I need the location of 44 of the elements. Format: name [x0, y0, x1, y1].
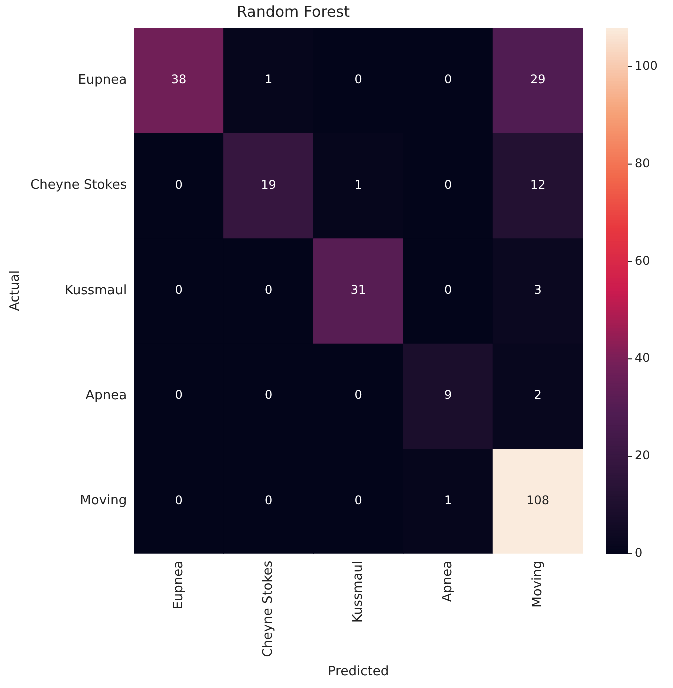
data-label: 1 [444, 493, 452, 508]
data-label: 3 [534, 283, 542, 298]
color-bar-label: 40 [635, 351, 650, 366]
data-label: 0 [175, 178, 183, 192]
data-label: 1 [264, 72, 273, 87]
x-tick-label: Apnea [440, 560, 456, 602]
color-bar-label: 80 [635, 156, 650, 170]
y-tick-label: Eupnea [78, 72, 128, 88]
data-label: 29 [530, 72, 546, 87]
data-label: 0 [444, 178, 452, 192]
data-label: 0 [175, 388, 183, 402]
y-tick-label: Kussmaul [64, 283, 128, 298]
y-tick-label: Cheyne Stokes [30, 178, 128, 194]
y-axis-title: Actual [8, 270, 24, 312]
data-label: 19 [261, 178, 276, 192]
color-bar-label: 60 [635, 254, 650, 268]
x-tick-label: Kussmaul [350, 560, 366, 624]
y-tick-label: Moving [80, 494, 128, 509]
x-tick-label: Moving [530, 560, 546, 608]
y-tick-label: Apnea [86, 388, 128, 404]
data-label: 31 [350, 283, 366, 298]
data-label: 38 [171, 72, 187, 87]
data-label: 0 [264, 388, 273, 402]
data-label: 0 [354, 72, 362, 87]
color-bar-label: 100 [635, 59, 658, 74]
data-label: 0 [354, 493, 362, 508]
color-bar-label: 0 [635, 546, 643, 560]
data-label: 0 [175, 283, 183, 298]
data-label: 108 [526, 493, 550, 508]
data-label: 0 [175, 493, 183, 508]
x-axis-title: Predicted [328, 664, 390, 680]
data-label: 2 [534, 388, 542, 402]
data-label: 0 [444, 283, 452, 298]
data-label: 0 [264, 493, 273, 508]
data-label: 0 [354, 388, 362, 402]
data-label: 0 [444, 72, 452, 87]
data-label: 9 [444, 388, 452, 402]
x-tick-label: Eupnea [171, 560, 186, 610]
x-tick-label: Cheyne Stokes [261, 560, 276, 658]
data-label: 1 [354, 178, 362, 192]
data-label: 12 [530, 178, 546, 192]
data-label: 0 [264, 283, 273, 298]
color-bar-label: 20 [635, 448, 650, 463]
chart-title: Random Forest [237, 2, 350, 21]
